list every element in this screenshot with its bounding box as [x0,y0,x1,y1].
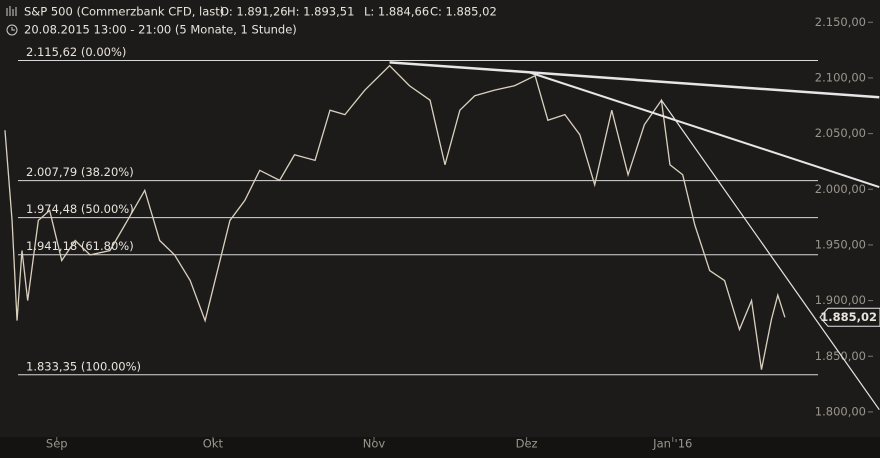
y-tick-label: 1.850,00 [815,349,866,363]
x-tick-label: Dez [516,437,538,451]
fib-label: 1.833,35 (100.00%) [26,359,141,373]
trendline [529,71,880,188]
ohlc-value: C: 1.885,02 [430,5,497,19]
trendline [660,99,880,411]
price-tag-label: 1.885,02 [820,310,877,324]
y-tick-label: 2.150,00 [815,15,866,29]
price-line [4,64,786,370]
fib-label: 1.974,48 (50.00%) [26,202,134,216]
ohlc-value: O: 1.891,26 [220,5,288,19]
chart-title: S&P 500 (Commerzbank CFD, last) [24,5,224,19]
y-tick-label: 1.950,00 [815,237,866,251]
x-axis-band [0,437,880,458]
y-tick-label: 2.100,00 [815,70,866,84]
ohlc-value: H: 1.893,51 [287,5,354,19]
price-tag [819,307,880,327]
trendline [389,61,880,99]
fib-label: 2.115,62 (0.00%) [26,45,126,59]
x-tick-label: Nov [363,437,386,451]
y-tick-label: 1.900,00 [815,293,866,307]
fib-label: 2.007,79 (38.20%) [26,165,134,179]
y-tick-label: 1.800,00 [815,404,866,418]
ohlc-value: L: 1.884,66 [364,5,429,19]
subtitle: 20.08.2015 13:00 - 21:00 (5 Monate, 1 St… [24,23,297,37]
x-tick-label: Sep [46,437,68,451]
header-icon [6,6,18,36]
x-tick-label: Okt [203,437,224,451]
fib-label: 1.941,18 (61.80%) [26,239,134,253]
y-tick-label: 2.050,00 [815,126,866,140]
x-tick-label: Jan '16 [652,437,692,451]
y-tick-label: 2.000,00 [815,182,866,196]
